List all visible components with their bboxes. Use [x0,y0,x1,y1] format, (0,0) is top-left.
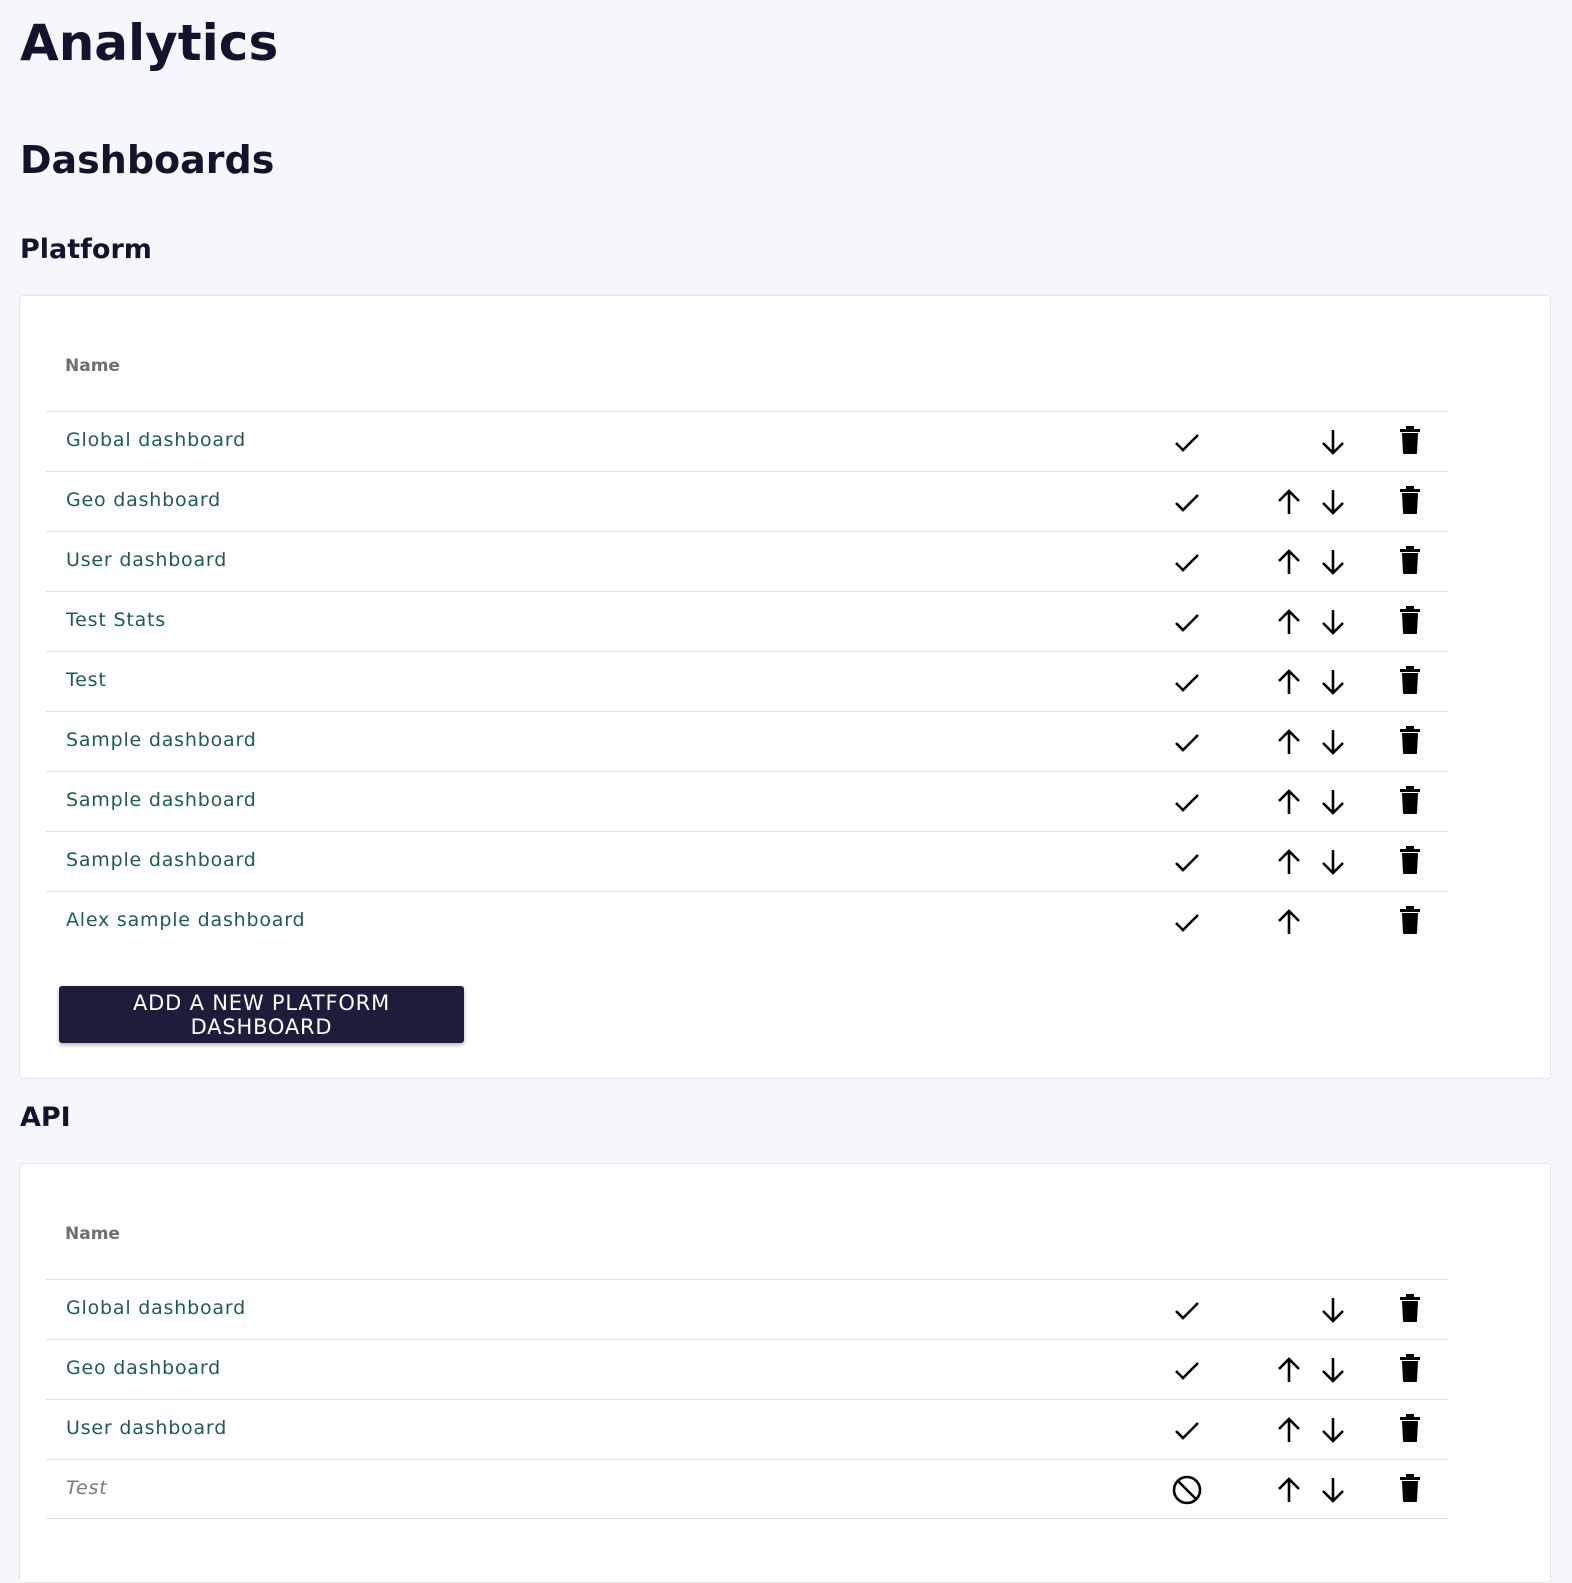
api-heading: API [20,1102,71,1133]
trash-icon[interactable] [1394,1472,1426,1504]
check-icon[interactable] [1171,786,1203,818]
check-icon[interactable] [1171,1414,1203,1446]
column-header-name: Name [65,356,120,376]
api-table: Global dashboard Geo dashboard User dash… [46,1279,1449,1519]
arrow-down-icon[interactable] [1317,1414,1349,1446]
check-icon[interactable] [1171,486,1203,518]
table-row: Global dashboard [46,1279,1449,1339]
table-row: Alex sample dashboard [46,891,1449,951]
table-row: Geo dashboard [46,471,1449,531]
arrow-down-icon[interactable] [1317,1354,1349,1386]
check-icon[interactable] [1171,426,1203,458]
arrow-up-icon[interactable] [1273,606,1305,638]
dashboard-name-link[interactable]: Sample dashboard [66,729,257,751]
check-icon[interactable] [1171,726,1203,758]
check-icon[interactable] [1171,606,1203,638]
arrow-up-icon[interactable] [1273,486,1305,518]
arrow-down-icon[interactable] [1317,786,1349,818]
arrow-up-icon[interactable] [1273,546,1305,578]
arrow-down-icon[interactable] [1317,1294,1349,1326]
arrow-down-icon[interactable] [1317,846,1349,878]
check-icon[interactable] [1171,846,1203,878]
trash-icon[interactable] [1394,424,1426,456]
arrow-up-icon[interactable] [1273,906,1305,938]
dashboard-name-link[interactable]: Sample dashboard [66,789,257,811]
arrow-down-icon[interactable] [1317,426,1349,458]
dashboard-name-link[interactable]: Geo dashboard [66,489,221,511]
dashboard-name-link[interactable]: Alex sample dashboard [66,909,306,931]
trash-icon[interactable] [1394,724,1426,756]
arrow-up-icon[interactable] [1273,786,1305,818]
platform-heading: Platform [20,234,152,265]
table-row: Test [46,651,1449,711]
column-header-name: Name [65,1224,120,1244]
table-row: Sample dashboard [46,711,1449,771]
arrow-down-icon[interactable] [1317,546,1349,578]
table-row: Test [46,1459,1449,1519]
table-row: User dashboard [46,531,1449,591]
trash-icon[interactable] [1394,544,1426,576]
trash-icon[interactable] [1394,844,1426,876]
arrow-down-icon[interactable] [1317,1474,1349,1506]
table-row: Sample dashboard [46,831,1449,891]
arrow-up-icon[interactable] [1273,846,1305,878]
trash-icon[interactable] [1394,1292,1426,1324]
dashboard-name-link[interactable]: User dashboard [66,1417,228,1439]
arrow-down-icon[interactable] [1317,666,1349,698]
dashboard-name-link[interactable]: User dashboard [66,549,228,571]
platform-card: Name Global dashboard Geo dashboard User… [19,295,1551,1079]
dashboard-name-link[interactable]: Global dashboard [66,429,246,451]
check-icon[interactable] [1171,906,1203,938]
check-icon[interactable] [1171,546,1203,578]
table-row: User dashboard [46,1399,1449,1459]
add-platform-dashboard-button[interactable]: ADD A NEW PLATFORM DASHBOARD [59,986,464,1043]
trash-icon[interactable] [1394,784,1426,816]
section-title: Dashboards [20,138,275,182]
arrow-down-icon[interactable] [1317,726,1349,758]
trash-icon[interactable] [1394,664,1426,696]
dashboard-name-link[interactable]: Test [66,1477,108,1499]
platform-table: Global dashboard Geo dashboard User dash… [46,411,1449,951]
trash-icon[interactable] [1394,1412,1426,1444]
trash-icon[interactable] [1394,1352,1426,1384]
table-row: Test Stats [46,591,1449,651]
check-icon[interactable] [1171,1294,1203,1326]
page-title: Analytics [20,14,279,72]
dashboard-name-link[interactable]: Sample dashboard [66,849,257,871]
trash-icon[interactable] [1394,604,1426,636]
arrow-up-icon[interactable] [1273,666,1305,698]
arrow-down-icon[interactable] [1317,486,1349,518]
table-row: Sample dashboard [46,771,1449,831]
arrow-up-icon[interactable] [1273,1474,1305,1506]
trash-icon[interactable] [1394,904,1426,936]
disabled-icon[interactable] [1171,1474,1203,1506]
arrow-up-icon[interactable] [1273,726,1305,758]
check-icon[interactable] [1171,666,1203,698]
dashboard-name-link[interactable]: Geo dashboard [66,1357,221,1379]
dashboard-name-link[interactable]: Test [66,669,107,691]
table-row: Global dashboard [46,411,1449,471]
api-card: Name Global dashboard Geo dashboard User… [19,1163,1551,1583]
check-icon[interactable] [1171,1354,1203,1386]
trash-icon[interactable] [1394,484,1426,516]
arrow-down-icon[interactable] [1317,606,1349,638]
table-row: Geo dashboard [46,1339,1449,1399]
dashboard-name-link[interactable]: Global dashboard [66,1297,246,1319]
dashboard-name-link[interactable]: Test Stats [66,609,166,631]
arrow-up-icon[interactable] [1273,1354,1305,1386]
arrow-up-icon[interactable] [1273,1414,1305,1446]
